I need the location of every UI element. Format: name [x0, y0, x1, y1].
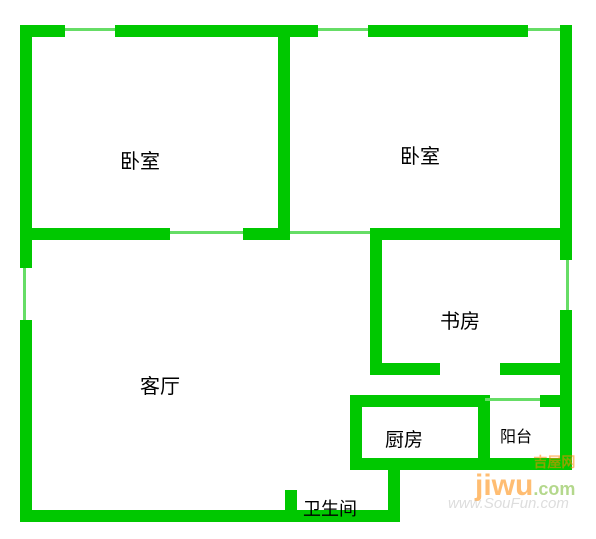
label-study: 书房 [440, 305, 480, 334]
thin-wall [485, 398, 540, 401]
wall [20, 25, 65, 37]
wall [350, 395, 485, 407]
wall [278, 25, 290, 240]
thin-wall [566, 260, 569, 310]
wall [500, 363, 572, 375]
wall [368, 25, 528, 37]
label-bedroom-right: 卧室 [400, 140, 440, 169]
thin-wall [528, 28, 560, 31]
thin-wall [65, 28, 115, 31]
thin-wall [23, 268, 26, 320]
watermark-jiwu-suffix: .com [533, 479, 575, 499]
label-bathroom: 卫生间 [303, 495, 357, 521]
wall [388, 470, 400, 522]
wall [560, 25, 572, 228]
thin-wall [318, 28, 368, 31]
wall [370, 240, 382, 375]
thin-wall [290, 231, 370, 234]
wall [20, 25, 32, 228]
wall [115, 25, 278, 37]
wall [560, 240, 572, 260]
wall [20, 228, 170, 240]
label-kitchen: 厨房 [385, 425, 423, 452]
wall [350, 458, 572, 470]
label-living-room: 客厅 [140, 370, 180, 399]
watermark-jiwu-main: jiwu [475, 469, 533, 502]
watermark-soufun: www.SouFun.com [448, 495, 569, 512]
wall [370, 228, 572, 240]
label-balcony: 阳台 [500, 423, 532, 447]
wall [560, 310, 572, 405]
thin-wall [170, 231, 243, 234]
wall [20, 510, 285, 522]
wall [278, 25, 318, 37]
wall [20, 240, 32, 268]
wall [243, 228, 290, 240]
label-bedroom-left: 卧室 [120, 145, 160, 174]
wall [370, 363, 440, 375]
wall [20, 320, 32, 522]
